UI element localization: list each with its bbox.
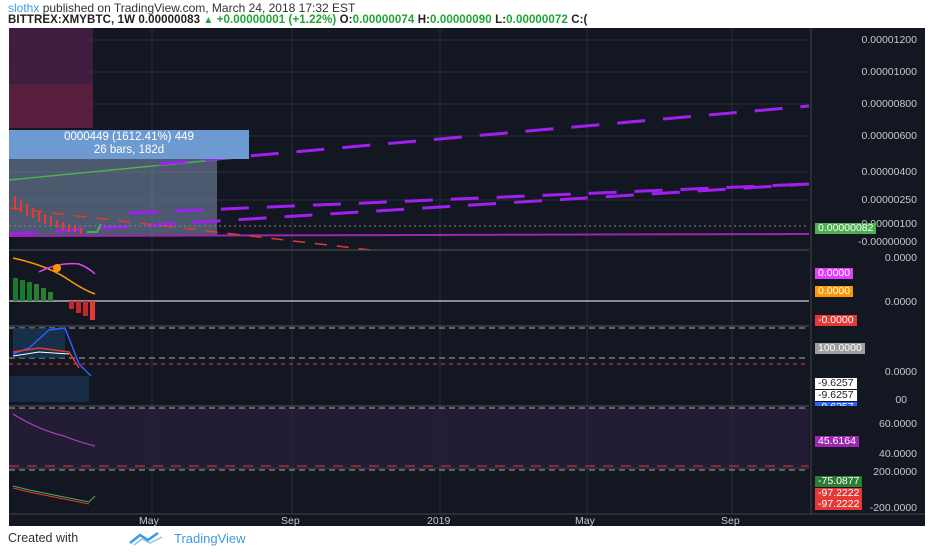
osc2-white-line xyxy=(12,351,70,357)
measure-tooltip: 0000449 (1612.41%) 449 26 bars, 182d xyxy=(9,130,249,159)
purple-dash-lines[interactable] xyxy=(9,104,810,236)
low-label: L: xyxy=(495,14,507,26)
created-with-text: Created with xyxy=(8,531,79,545)
rsi-label-40: 40.0000 xyxy=(879,448,917,460)
chart-canvas[interactable] xyxy=(9,28,925,526)
osc2-white-tag-2: -9.6257 xyxy=(815,390,857,401)
macd-line xyxy=(38,262,96,275)
measure-line2: 26 bars, 182d xyxy=(93,144,165,156)
measure-line1: 0000449 (1612.41%) 449 xyxy=(64,131,194,143)
measure-range xyxy=(9,158,217,236)
tradingview-logo-icon[interactable] xyxy=(128,531,168,552)
time-label-may-2019: May xyxy=(575,515,595,526)
osc1-magenta-tag: 0.0000 xyxy=(815,268,854,279)
rsi-label-60: 60.0000 xyxy=(879,418,917,430)
ohlc-legend: BITTREX:XMYBTC, 1W 0.00000083 ▲ +0.00000… xyxy=(8,14,587,26)
price-label-600: 0.00000600 xyxy=(861,130,917,142)
osc4-green-line xyxy=(12,485,96,503)
history-zone-red xyxy=(9,84,93,128)
price-label-800: 0.00000800 xyxy=(861,98,917,110)
osc2-grey-tag: 100.0000 xyxy=(815,343,865,354)
last-price-tag: 0.00000082 xyxy=(815,223,877,234)
osc2-blue-line xyxy=(12,327,92,377)
close-label: C:( xyxy=(571,14,588,26)
osc1-red-tag: -0.0000 xyxy=(815,315,857,326)
price-change: +0.00000001 (+1.22%) xyxy=(216,14,337,26)
osc2-zero-label: 0.0000 xyxy=(884,366,917,378)
time-label-2019: 2019 xyxy=(427,515,451,526)
publish-info: slothx published on TradingView.com, Mar… xyxy=(8,1,355,15)
osc1-orange-tag: 0.0000 xyxy=(815,286,854,297)
time-label-sep-2019: Sep xyxy=(721,515,740,526)
osc4-red-tag-1: -97.2222 xyxy=(815,488,863,499)
osc2-white-tag-1: -9.6257 xyxy=(815,378,857,389)
osc1-white-label: 0.0000 xyxy=(884,296,917,308)
osc4-label-bottom: -200.0000 xyxy=(869,502,917,514)
support-line[interactable] xyxy=(9,233,810,237)
osc2-blue-tag: -9.6257 xyxy=(815,402,857,406)
open-label: O: xyxy=(339,14,353,26)
open-value: 0.00000074 xyxy=(352,14,415,26)
low-value: 0.00000072 xyxy=(506,14,568,26)
osc4-label-top: 200.0000 xyxy=(873,466,917,478)
time-label-sep-2018: Sep xyxy=(281,515,300,526)
osc2-lower-fill xyxy=(9,376,89,402)
chart-area[interactable]: 0000449 (1612.41%) 449 26 bars, 182d 0.0… xyxy=(9,28,925,526)
last-candle xyxy=(87,223,102,233)
green-trendline[interactable] xyxy=(9,157,236,181)
chart-header: slothx published on TradingView.com, Mar… xyxy=(0,0,932,28)
osc2-red-line xyxy=(12,347,80,369)
macd-cross-marker xyxy=(53,264,61,272)
price-label-400: 0.00000400 xyxy=(861,166,917,178)
tradingview-brand-link[interactable]: TradingView xyxy=(174,531,246,546)
osc2-levels xyxy=(9,327,809,359)
candles xyxy=(14,196,82,234)
osc1-axis-label: 0.0000 xyxy=(884,252,917,264)
high-label: H: xyxy=(417,14,431,26)
osc4-red-tag-2: -97.2222 xyxy=(815,499,863,510)
high-value: 0.00000090 xyxy=(430,14,492,26)
price-label-0: -0.00000000 xyxy=(858,236,917,248)
up-arrow-icon: ▲ xyxy=(203,15,214,26)
osc4-green-tag: -75.0877 xyxy=(815,476,863,487)
footer: Created with TradingView xyxy=(0,526,932,550)
rsi-value-tag: 45.6164 xyxy=(815,436,859,447)
price-label-250: 0.00000250 xyxy=(861,194,917,206)
publish-text: published on TradingView.com, March 24, … xyxy=(42,1,356,15)
osc2-cut-label: 00 xyxy=(895,394,907,406)
rsi-band xyxy=(9,408,809,468)
macd-histogram xyxy=(13,278,95,320)
rsi-line xyxy=(12,413,96,447)
osc4-red-line xyxy=(12,487,90,505)
macd-signal-line xyxy=(12,257,96,295)
symbol-label[interactable]: BITTREX:XMYBTC, 1W xyxy=(8,14,136,26)
red-trendline[interactable] xyxy=(9,207,372,251)
price-label-1000: 0.00001000 xyxy=(861,66,917,78)
author-link[interactable]: slothx xyxy=(8,1,40,15)
time-label-may-2018: May xyxy=(139,515,159,526)
price-label-1200: 0.00001200 xyxy=(861,34,917,46)
last-price: 0.00000083 xyxy=(138,14,201,26)
